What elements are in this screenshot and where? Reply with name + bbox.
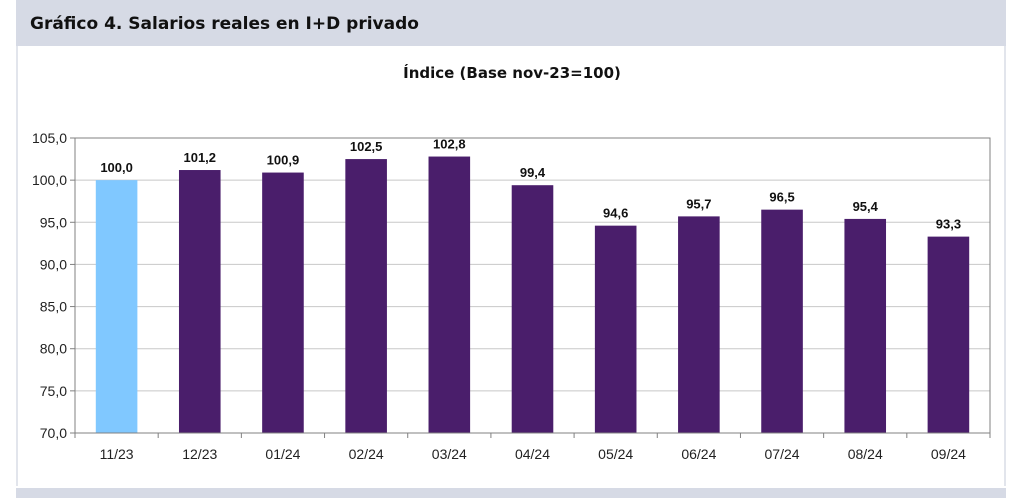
x-tick-label: 09/24 [931, 446, 966, 462]
data-label: 102,8 [433, 137, 466, 152]
x-tick-label: 01/24 [265, 446, 300, 462]
data-label: 101,2 [183, 150, 216, 165]
data-label: 95,7 [686, 196, 711, 211]
x-tick-label: 02/24 [349, 446, 384, 462]
data-label: 100,9 [267, 153, 300, 168]
data-label: 95,4 [853, 199, 879, 214]
bar [345, 159, 387, 434]
bar [761, 209, 803, 433]
y-tick-label: 70,0 [40, 425, 67, 441]
x-tick-label: 06/24 [681, 446, 716, 462]
y-tick-label: 75,0 [40, 383, 67, 399]
bar [178, 170, 221, 433]
left-border [16, 46, 18, 486]
y-tick-label: 105,0 [32, 130, 67, 146]
y-tick-label: 85,0 [40, 299, 67, 315]
bar [678, 216, 720, 433]
chart-title: Índice (Base nov-23=100) [403, 64, 621, 82]
y-tick-label: 95,0 [40, 214, 67, 230]
header-bar: Gráfico 4. Salarios reales en I+D privad… [16, 0, 1006, 46]
data-label: 102,5 [350, 139, 383, 154]
x-tick-label: 04/24 [515, 446, 550, 462]
bar [511, 185, 554, 433]
axes [70, 137, 991, 438]
y-tick-label: 80,0 [40, 341, 67, 357]
x-tick-label: 05/24 [598, 446, 633, 462]
y-tick-label: 100,0 [32, 172, 67, 188]
data-label: 94,6 [603, 206, 628, 221]
bar [844, 218, 887, 433]
figure-title: Gráfico 4. Salarios reales en I+D privad… [30, 14, 419, 34]
right-border [1004, 46, 1006, 486]
data-label: 96,5 [769, 190, 794, 205]
data-label: 100,0 [100, 160, 133, 175]
bar [927, 236, 970, 433]
data-label: 93,3 [936, 217, 961, 232]
bar [428, 156, 471, 434]
data-label: 99,4 [520, 165, 546, 180]
x-tick-label: 11/23 [100, 446, 134, 462]
footer-bar [16, 488, 1006, 498]
bar [95, 180, 138, 433]
bars [95, 156, 970, 434]
x-tick-label: 03/24 [432, 446, 467, 462]
bar [262, 172, 304, 434]
x-tick-label: 12/23 [182, 446, 217, 462]
bar [594, 225, 637, 433]
labels: 70,0 75,0 80,0 85,0 90,0 95,0 100,0 105,0 100,0 1… [32, 130, 966, 462]
x-tick-label: 08/24 [848, 446, 883, 462]
y-tick-label: 90,0 [40, 256, 67, 272]
plot-area-border [74, 137, 991, 434]
x-tick-label: 07/24 [765, 446, 800, 462]
